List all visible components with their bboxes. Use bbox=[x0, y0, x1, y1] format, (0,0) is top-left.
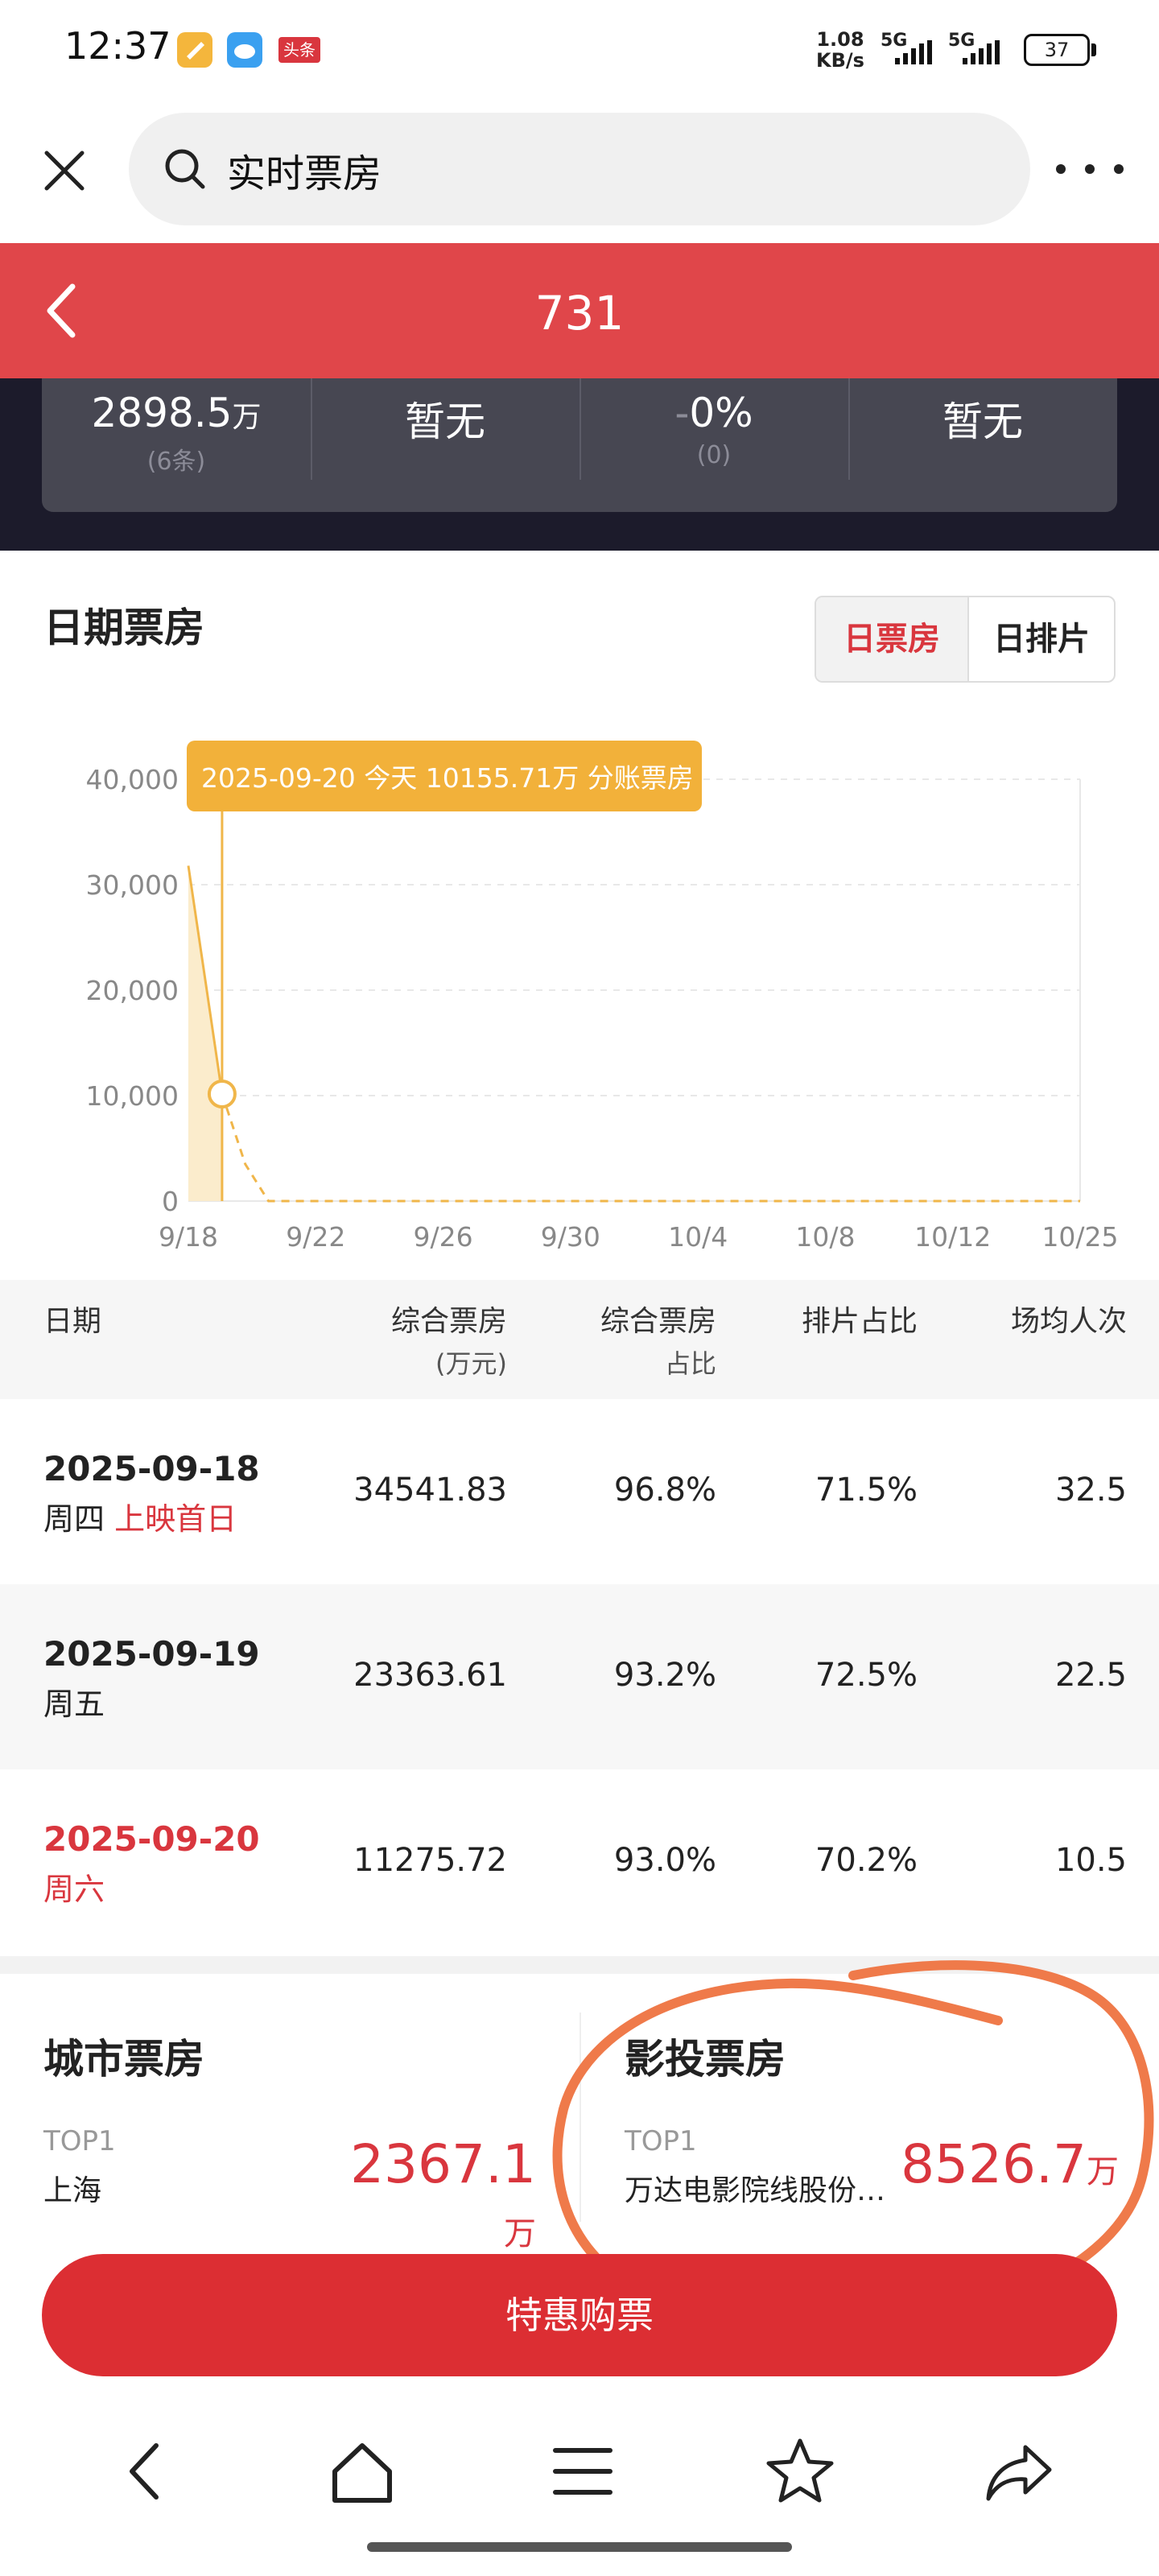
search-input[interactable]: 实时票房 bbox=[227, 151, 382, 196]
net-speed: 1.08 KB/s bbox=[816, 28, 864, 72]
battery-icon: 37 bbox=[1024, 34, 1090, 66]
buy-ticket-button[interactable]: 特惠购票 bbox=[42, 2254, 1117, 2376]
investor-top-value: 8526.7万 bbox=[901, 2133, 1119, 2195]
row-weekday: 周五 bbox=[43, 1686, 105, 1722]
x-tick-label: 9/18 bbox=[159, 1221, 218, 1253]
y-tick-label: 30,000 bbox=[86, 869, 179, 901]
notes-app-icon bbox=[177, 32, 212, 68]
stat-divider bbox=[580, 378, 581, 480]
city-top-value: 2367.1万 bbox=[350, 2133, 536, 2252]
x-tick-label: 10/12 bbox=[914, 1221, 991, 1253]
stat-total: 2898.5万 (6条) bbox=[91, 390, 262, 476]
cloud-app-icon bbox=[227, 32, 262, 68]
sim2-label: 5G bbox=[948, 31, 975, 51]
stat-divider bbox=[848, 378, 850, 480]
x-tick-label: 10/4 bbox=[668, 1221, 728, 1253]
search-icon bbox=[161, 145, 209, 193]
y-tick-label: 0 bbox=[162, 1186, 179, 1217]
y-tick-label: 40,000 bbox=[86, 764, 179, 795]
stat-3: -0% (0) bbox=[674, 390, 753, 469]
row-box-office: 34541.83 bbox=[353, 1472, 507, 1509]
row-avg: 10.5 bbox=[1054, 1842, 1127, 1879]
investor-top-label: TOP1 bbox=[625, 2125, 697, 2157]
row-share: 93.0% bbox=[613, 1842, 716, 1879]
stat-2: 暂无 bbox=[405, 398, 485, 445]
home-indicator bbox=[367, 2542, 792, 2552]
row-share: 96.8% bbox=[613, 1472, 716, 1509]
chart-toggle: 日票房 日排片 bbox=[815, 596, 1116, 683]
section-title: 日期票房 bbox=[43, 605, 204, 651]
share-icon[interactable] bbox=[979, 2431, 1059, 2512]
line-series-dashed bbox=[221, 1093, 1080, 1203]
col-avg: 场均人次 bbox=[1010, 1305, 1127, 1338]
signal-icon bbox=[948, 40, 1004, 64]
row-date: 2025-09-18 bbox=[43, 1449, 260, 1488]
section-divider bbox=[0, 1956, 1159, 1974]
box-office-chart[interactable]: 40,000 30,000 20,000 10,000 0 9/18 9/22 9/26 9/… bbox=[0, 724, 1159, 1280]
y-tick-label: 20,000 bbox=[86, 975, 179, 1006]
row-weekday: 周四 上映首日 bbox=[43, 1501, 237, 1537]
movie-header bbox=[0, 243, 1159, 378]
chevron-left-icon[interactable] bbox=[40, 279, 89, 343]
search-bar[interactable] bbox=[129, 113, 1030, 225]
row-schedule: 71.5% bbox=[815, 1472, 918, 1509]
city-title: 城市票房 bbox=[43, 2036, 204, 2083]
stat-4: 暂无 bbox=[942, 398, 1023, 445]
city-top-label: TOP1 bbox=[43, 2125, 116, 2157]
x-tick-label: 10/25 bbox=[1041, 1221, 1118, 1253]
toutiao-app-icon: 头条 bbox=[278, 37, 320, 63]
row-schedule: 72.5% bbox=[815, 1657, 918, 1694]
row-share: 93.2% bbox=[613, 1657, 716, 1694]
x-tick-label: 9/30 bbox=[541, 1221, 600, 1253]
table-row[interactable]: 2025-09-19 周五 23363.61 93.2% 72.5% 22.5 bbox=[0, 1584, 1159, 1769]
col-box-office: 综合票房 (万元) bbox=[390, 1305, 507, 1379]
col-schedule: 排片占比 bbox=[801, 1305, 918, 1338]
home-icon[interactable] bbox=[322, 2431, 402, 2512]
tooltip-text: 2025-09-20 今天 10155.71万 分账票房 bbox=[201, 762, 694, 794]
row-weekday: 周六 bbox=[43, 1872, 105, 1907]
city-top-name[interactable]: 上海 bbox=[43, 2174, 102, 2207]
x-tick-label: 10/8 bbox=[795, 1221, 855, 1253]
status-time: 12:37 bbox=[64, 24, 171, 68]
table-header: 日期 综合票房 (万元) 综合票房 占比 排片占比 场均人次 bbox=[0, 1280, 1159, 1399]
row-schedule: 70.2% bbox=[815, 1842, 918, 1879]
tab-day-box-office[interactable]: 日票房 bbox=[816, 597, 967, 681]
row-date: 2025-09-19 bbox=[43, 1634, 260, 1674]
signal-icon bbox=[881, 40, 937, 64]
table-row[interactable]: 2025-09-20 周六 11275.72 93.0% 70.2% 10.5 bbox=[0, 1769, 1159, 1955]
row-date: 2025-09-20 bbox=[43, 1819, 260, 1859]
table-row[interactable]: 2025-09-18 周四 上映首日 34541.83 96.8% 71.5% … bbox=[0, 1399, 1159, 1584]
x-tick-label: 9/26 bbox=[414, 1221, 473, 1253]
investor-top-name[interactable]: 万达电影院线股份… bbox=[625, 2174, 886, 2207]
x-tick-label: 9/22 bbox=[286, 1221, 345, 1253]
col-share: 综合票房 占比 bbox=[600, 1305, 716, 1379]
movie-title: 731 bbox=[534, 286, 625, 341]
area-series-solid bbox=[188, 865, 222, 1201]
highlight-point bbox=[207, 1079, 237, 1108]
tooltip-bg bbox=[187, 741, 702, 811]
col-date: 日期 bbox=[43, 1305, 102, 1338]
menu-icon[interactable] bbox=[542, 2431, 623, 2512]
close-icon[interactable] bbox=[40, 147, 89, 195]
battery-tip bbox=[1091, 43, 1096, 56]
line-series-solid bbox=[187, 865, 224, 1095]
row-avg: 32.5 bbox=[1054, 1472, 1127, 1509]
column-divider bbox=[580, 2013, 581, 2222]
tab-day-schedule[interactable]: 日排片 bbox=[967, 597, 1114, 681]
star-icon[interactable] bbox=[760, 2431, 840, 2512]
row-box-office: 11275.72 bbox=[353, 1842, 507, 1879]
sim1-label: 5G bbox=[881, 31, 908, 51]
stats-card: 2898.5万 (6条) 暂无 -0% (0) 暂无 bbox=[42, 378, 1117, 512]
investor-title: 影投票房 bbox=[625, 2036, 786, 2083]
stat-divider bbox=[311, 378, 312, 480]
y-tick-label: 10,000 bbox=[86, 1080, 179, 1112]
row-box-office: 23363.61 bbox=[353, 1657, 507, 1694]
more-icon[interactable] bbox=[1054, 161, 1127, 177]
back-icon[interactable] bbox=[105, 2431, 185, 2512]
row-note: 上映首日 bbox=[114, 1501, 237, 1537]
row-avg: 22.5 bbox=[1054, 1657, 1127, 1694]
